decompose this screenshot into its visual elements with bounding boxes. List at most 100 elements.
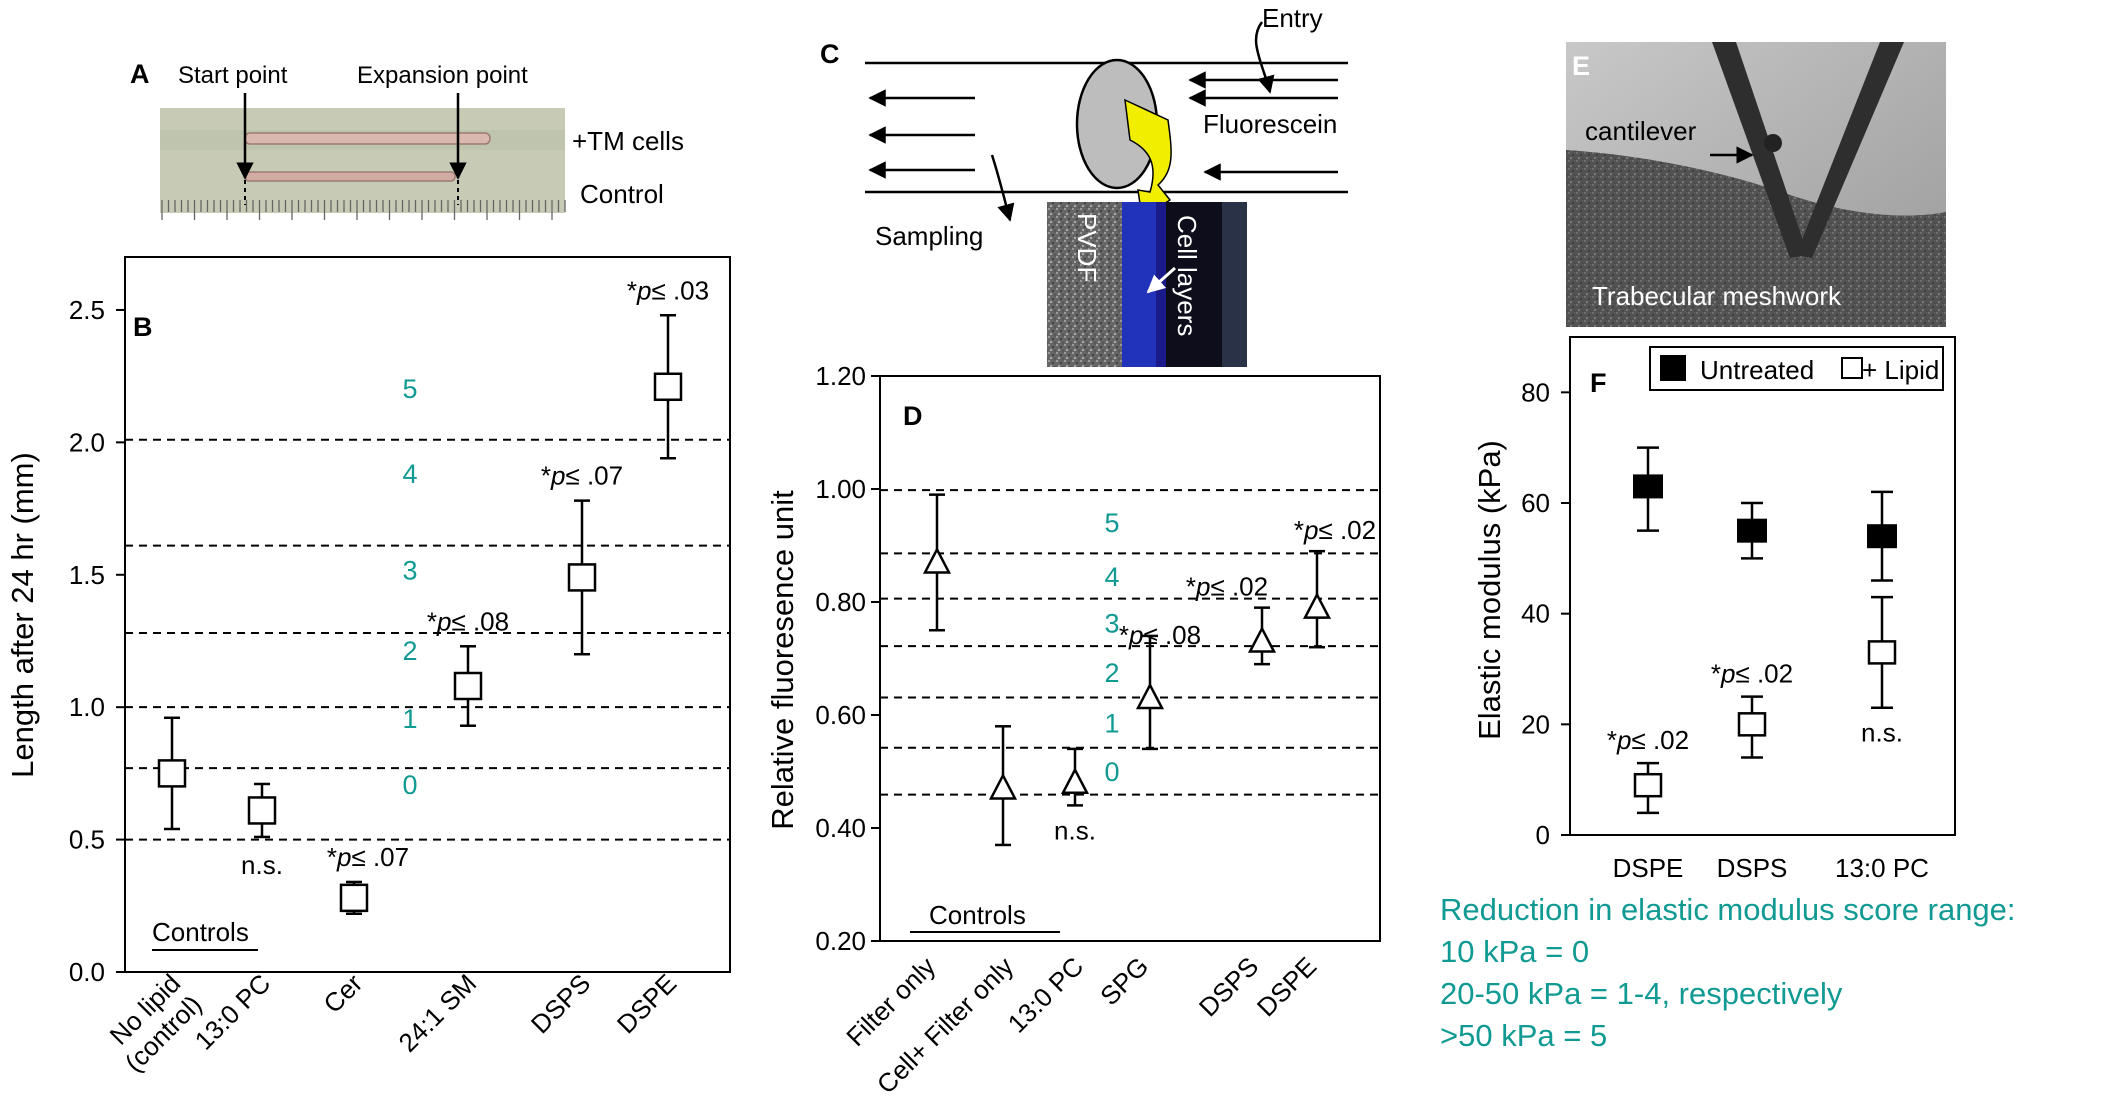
fluorescein-label: Fluorescein — [1203, 109, 1337, 139]
chart-b: B Length after 24 hr (mm) 0 1 2 3 4 5 0.0 0.5 1… — [5, 256, 731, 1078]
chart-b-controls-label: Controls — [152, 917, 249, 947]
score-label: 1 — [1104, 709, 1119, 739]
cell-layers-label: Cell layers — [1172, 215, 1202, 336]
significance-label: *p≤ .02 — [1186, 572, 1268, 602]
pvdf-layer — [1047, 202, 1122, 367]
legend-lipid-swatch — [1841, 357, 1863, 379]
data-point — [157, 759, 187, 788]
y-tick-label: 1.00 — [815, 474, 866, 504]
panel-e: E cantilever Trabecular meshwork — [1566, 42, 1946, 327]
chart-f-letter: F — [1590, 368, 1607, 398]
data-point-untreated — [1867, 524, 1897, 549]
y-tick-label: 60 — [1521, 488, 1550, 518]
y-tick-label: 0.80 — [815, 587, 866, 617]
y-tick-label: 0.5 — [69, 825, 105, 855]
chart-f-footnote-line: >50 kPa = 5 — [1440, 1018, 1607, 1053]
chart-d-scores: 0 1 2 3 4 5 — [1104, 508, 1119, 787]
trabecular-label: Trabecular meshwork — [1592, 281, 1842, 311]
control-track — [244, 171, 456, 182]
cell-layers-arrow — [1146, 266, 1176, 294]
x-tick-label: No lipid(control) — [98, 968, 208, 1078]
chart-f-ylabel: Elastic modulus (kPa) — [1472, 440, 1507, 740]
chart-f-yticks: 0 20 40 60 80 — [1521, 377, 1570, 850]
data-point-untreated — [1633, 474, 1663, 499]
chart-b-scores: 0 1 2 3 4 5 — [402, 374, 417, 800]
legend-lipid-label: + Lipid — [1862, 355, 1939, 385]
y-tick-label: 2.5 — [69, 295, 105, 325]
channel-photo — [160, 108, 565, 213]
score-label: 3 — [1104, 608, 1119, 638]
data-point — [1247, 625, 1277, 653]
y-tick-label: 1.20 — [815, 361, 866, 391]
y-tick-label: 20 — [1521, 709, 1550, 739]
meshwork-texture — [1566, 150, 1946, 327]
chart-b-xticks: No lipid(control)13:0 PC Cer 24:1 SM DSPS DS… — [98, 968, 683, 1078]
data-point-lipid — [1633, 772, 1663, 798]
sampling-arrow — [990, 154, 1015, 222]
x-tick-label: 13:0 PC — [1002, 951, 1090, 1039]
chart-d-controls-label: Controls — [929, 900, 1026, 930]
chart-b-annotations: n.s. *p≤ .07 *p≤ .08 *p≤ .07 *p≤ .03 — [241, 275, 709, 880]
chart-f-footnote-title: Reduction in elastic modulus score range… — [1440, 892, 2016, 927]
x-tick-label: DSPE — [1613, 853, 1684, 883]
data-point — [453, 671, 483, 701]
data-point — [922, 546, 952, 574]
x-tick-label: SPG — [1094, 951, 1154, 1011]
score-label: 4 — [402, 459, 417, 489]
score-label: 2 — [1104, 658, 1119, 688]
chart-d-yticks: 0.20 0.40 0.60 0.80 1.00 1.20 — [815, 361, 880, 956]
data-point-untreated — [1737, 518, 1767, 543]
pvdf-label: PVDF — [1072, 213, 1102, 282]
score-label: 2 — [402, 636, 417, 666]
significance-label: *p≤ .08 — [427, 606, 509, 636]
score-label: 5 — [402, 374, 417, 404]
significance-label: *p≤ .02 — [1294, 515, 1376, 545]
score-label: 1 — [402, 704, 417, 734]
x-tick-label: DSPE — [1251, 951, 1322, 1022]
significance-label: *p≤ .07 — [541, 461, 623, 491]
legend-untreated-swatch — [1660, 355, 1686, 381]
y-tick-label: 0 — [1536, 820, 1550, 850]
score-label: 5 — [1104, 508, 1119, 538]
y-tick-label: 0.0 — [69, 957, 105, 987]
entry-label: Entry — [1262, 3, 1323, 33]
significance-label: *p≤ .02 — [1607, 725, 1689, 755]
chart-d-letter: D — [903, 401, 923, 431]
cantilever-arm-right — [1796, 42, 1904, 258]
legend-untreated-label: Untreated — [1700, 355, 1814, 385]
chart-f-xticks: DSPE DSPS 13:0 PC — [1613, 853, 1929, 883]
control-label: Control — [580, 179, 664, 209]
chart-b-ylabel: Length after 24 hr (mm) — [5, 452, 40, 778]
data-point — [247, 796, 277, 825]
data-point-lipid — [1737, 712, 1767, 737]
x-tick-label: Cell+ Filter only — [871, 951, 1019, 1099]
panel-a-letter: A — [130, 59, 150, 89]
chart-f-legend-box — [1649, 346, 1944, 391]
sampling-label: Sampling — [875, 221, 983, 251]
significance-label: n.s. — [1861, 718, 1903, 748]
x-tick-label: DSPE — [611, 968, 682, 1039]
chart-b-letter: B — [133, 312, 153, 342]
y-tick-label: 2.0 — [69, 427, 105, 457]
significance-label: n.s. — [1054, 815, 1096, 845]
score-label: 3 — [402, 555, 417, 585]
x-tick-label: 24:1 SM — [393, 968, 483, 1058]
y-tick-label: 0.40 — [815, 813, 866, 843]
cantilever-label: cantilever — [1585, 116, 1697, 146]
panel-c: C PVDF Cell layers Entry Fluorescein Sam… — [820, 3, 1348, 367]
significance-label: n.s. — [241, 850, 283, 880]
chart-f-legend: Untreated + Lipid — [1649, 346, 1944, 391]
chart-f-annotations: *p≤ .02 *p≤ .02 n.s. — [1607, 659, 1903, 755]
panel-a: A Start point Expansion point +TM cells … — [130, 59, 684, 220]
x-tick-label: DSPS — [1717, 853, 1788, 883]
chart-d-points — [922, 493, 1332, 847]
data-point-lipid — [1867, 640, 1897, 665]
chart-f: F Elastic modulus (kPa) Untreated + Lipi… — [1440, 336, 2016, 1053]
x-tick-label: 13:0 PC — [1835, 853, 1929, 883]
chart-d-frame — [879, 375, 1381, 942]
chart-b-yticks: 0.0 0.5 1.0 1.5 2.0 2.5 — [69, 295, 125, 987]
ruler — [161, 200, 566, 220]
